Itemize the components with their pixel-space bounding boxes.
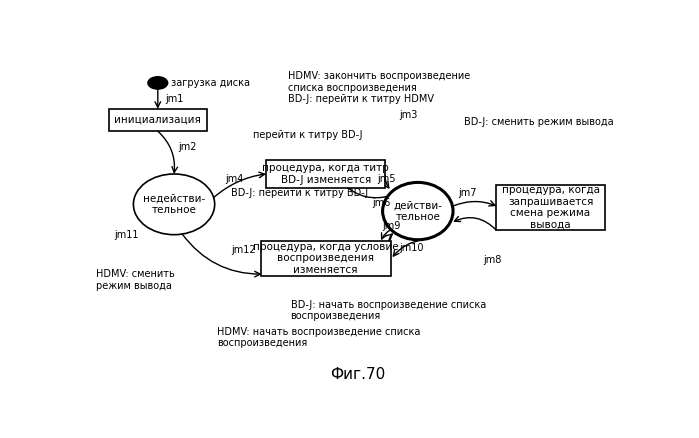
Text: перейти к титру BD-J: перейти к титру BD-J [252, 130, 362, 140]
Ellipse shape [134, 174, 215, 235]
Text: процедура, когда
запрашивается
смена режима
вывода: процедура, когда запрашивается смена реж… [502, 185, 600, 230]
Text: BD-J: начать воспроизведение списка
воспроизведения: BD-J: начать воспроизведение списка восп… [291, 300, 486, 321]
Text: jm3: jm3 [399, 110, 417, 120]
Text: процедура, когда титр
BD-J изменяется: процедура, когда титр BD-J изменяется [262, 163, 389, 185]
Ellipse shape [382, 182, 453, 240]
Text: jm7: jm7 [459, 187, 477, 198]
Text: jm8: jm8 [483, 255, 501, 265]
Text: jm1: jm1 [165, 94, 183, 104]
FancyBboxPatch shape [109, 109, 207, 131]
Text: загрузка диска: загрузка диска [171, 78, 250, 88]
Text: недействи-
тельное: недействи- тельное [143, 194, 206, 215]
Text: HDMV: закончить воспроизведение
списка воспроизведения
BD-J: перейти к титру HDM: HDMV: закончить воспроизведение списка в… [288, 71, 470, 104]
Ellipse shape [148, 77, 168, 89]
Text: jm10: jm10 [399, 243, 424, 253]
Text: jm11: jm11 [115, 230, 139, 240]
Text: HDMV: сменить
режим вывода: HDMV: сменить режим вывода [96, 269, 174, 291]
Text: jm9: jm9 [382, 221, 401, 231]
FancyBboxPatch shape [266, 159, 385, 188]
Text: jm5: jm5 [377, 174, 396, 184]
Text: инициализация: инициализация [115, 115, 201, 125]
Text: BD-J: перейти к титру BD-J: BD-J: перейти к титру BD-J [231, 187, 368, 198]
Text: Фиг.70: Фиг.70 [331, 367, 386, 382]
Text: BD-J: сменить режим вывода: BD-J: сменить режим вывода [464, 117, 614, 127]
Text: действи-
тельное: действи- тельное [394, 200, 442, 222]
FancyBboxPatch shape [496, 185, 605, 230]
Text: jm4: jm4 [226, 174, 244, 184]
Text: jm12: jm12 [231, 245, 256, 255]
FancyBboxPatch shape [261, 240, 391, 276]
Text: jm2: jm2 [178, 142, 197, 152]
Text: HDMV: начать воспроизведение списка
воспроизведения: HDMV: начать воспроизведение списка восп… [217, 327, 421, 348]
Text: процедура, когда условие
воспроизведения
изменяется: процедура, когда условие воспроизведения… [253, 242, 398, 275]
Text: jm6: jm6 [372, 198, 390, 208]
